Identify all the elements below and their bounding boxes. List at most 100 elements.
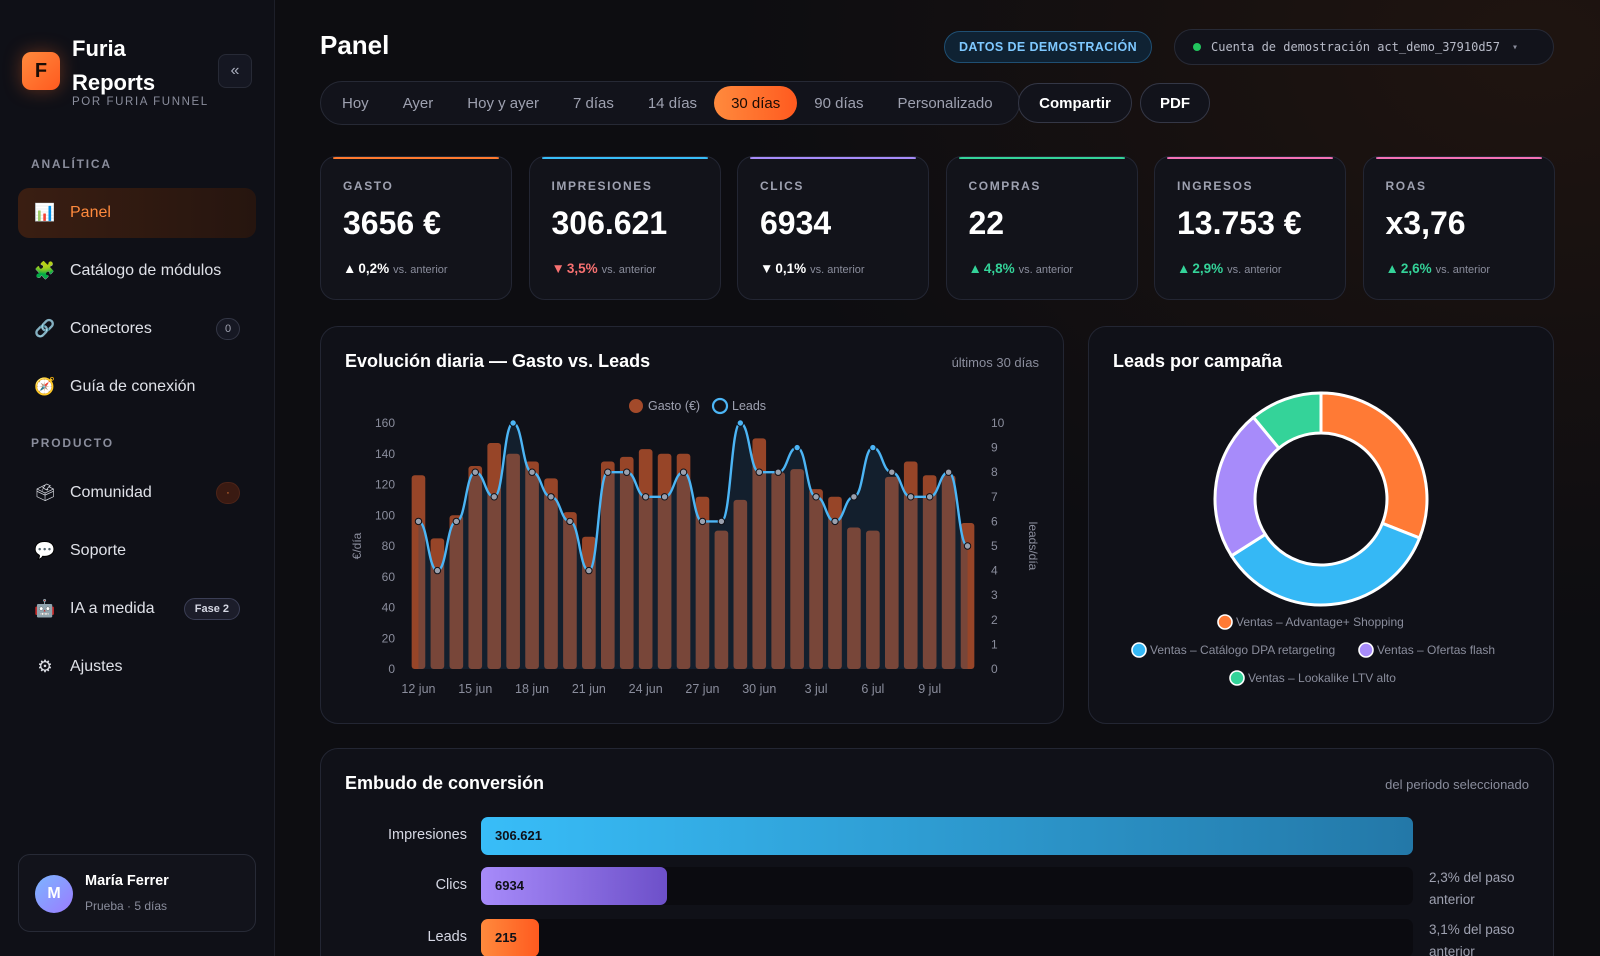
leads-point[interactable] [869,443,877,452]
sidebar-item-conectores[interactable]: 🔗 Conectores 0 [18,304,256,354]
spend-bar[interactable] [960,522,975,669]
spend-bar[interactable] [752,438,767,669]
leads-point[interactable] [755,468,763,476]
donut-slice[interactable] [1319,391,1429,540]
range-tab-0[interactable]: Hoy [342,94,369,112]
spend-bar[interactable] [714,530,729,669]
y-axis-label: €/día [350,532,364,559]
spend-bar[interactable] [866,530,880,669]
sidebar-item-catalogo-de-modulos[interactable]: 🧩 Catálogo de módulos [18,246,256,296]
demo-data-badge: DATOS DE DEMOSTRACIÓN [944,31,1153,63]
spend-bar[interactable] [525,461,539,669]
sidebar-item-guia-de-conexion[interactable]: 🧭 Guía de conexión [18,362,256,412]
donut-slice[interactable] [1229,521,1422,607]
sidebar-item-label: Soporte [70,542,127,559]
leads-point[interactable] [641,493,650,501]
sidebar-item-label: Comunidad [70,484,152,501]
sidebar-item-comunidad[interactable]: 🗳 Comunidad · [18,468,256,518]
leads-point[interactable] [698,517,707,526]
leads-point[interactable] [736,419,745,427]
range-tab-1[interactable]: Ayer [402,94,434,112]
sidebar-item-soporte[interactable]: 💬 Soporte [18,526,256,576]
range-tab-2[interactable]: Hoy y ayer [467,94,539,112]
collapse-sidebar-button[interactable]: « [218,54,252,88]
leads-point[interactable] [907,493,915,501]
spend-bar[interactable] [619,456,634,669]
leads-point[interactable] [471,468,479,476]
spend-bar[interactable] [563,512,577,669]
leads-point[interactable] [774,468,782,476]
leads-point[interactable] [660,493,669,501]
leads-point[interactable] [963,542,972,550]
brand[interactable]: F Furia Reports POR FURIA FUNNEL [22,30,262,110]
leads-point[interactable] [679,468,688,476]
range-tab-3[interactable]: 7 días [572,94,614,112]
leads-point[interactable] [490,493,498,501]
sidebar: F Furia Reports POR FURIA FUNNEL « ANALÍ… [0,0,275,956]
legend-label: Ventas – Catálogo DPA retargeting [1150,643,1335,657]
user-plan: Prueba · 5 días [85,899,168,913]
user-card[interactable]: M María Ferrer Prueba · 5 días [18,854,256,932]
leads-point[interactable] [793,443,801,452]
pdf-button[interactable]: PDF [1140,83,1210,123]
leads-point[interactable] [623,468,631,476]
spend-bar[interactable] [657,453,672,669]
spend-bar[interactable] [638,449,653,669]
donut-legend-item[interactable]: Ventas – Catálogo DPA retargeting [1131,642,1335,658]
range-tab-6[interactable]: 90 días [814,94,864,112]
spend-bar[interactable] [544,478,558,669]
funnel-note: del periodo seleccionado [1385,777,1529,792]
leads-point[interactable] [585,566,593,575]
nav-section-product: PRODUCTO [31,436,114,450]
sidebar-item-panel[interactable]: 📊 Panel [18,188,256,238]
leads-point[interactable] [850,493,858,501]
spend-bar[interactable] [828,496,842,669]
range-tab-7[interactable]: Personalizado [897,94,993,112]
kpi-change-caption: vs. anterior [393,264,448,276]
donut-legend-item[interactable]: Ventas – Lookalike LTV alto [1229,670,1396,686]
sidebar-item-ajustes[interactable]: ⚙ Ajustes [18,642,256,692]
spend-bar[interactable] [487,442,502,669]
leads-point[interactable] [414,517,423,526]
leads-point[interactable] [433,566,442,575]
leads-point[interactable] [925,493,934,501]
leads-point[interactable] [944,468,953,476]
spend-bar[interactable] [903,461,918,669]
donut-legend-item[interactable]: Ventas – Advantage+ Shopping [1217,614,1404,630]
spend-bar[interactable] [468,466,483,669]
share-button[interactable]: Compartir [1018,83,1132,123]
leads-point[interactable] [566,517,574,526]
spend-bar[interactable] [809,489,823,669]
leads-point[interactable] [509,419,517,427]
spend-bar[interactable] [922,475,937,669]
leads-point[interactable] [831,517,839,526]
account-selector[interactable]: Cuenta de demostración act_demo_37910d57… [1174,29,1554,65]
sidebar-item-ia-a-medida[interactable]: 🤖 IA a medida Fase 2 [18,584,256,634]
leads-point[interactable] [812,493,820,501]
funnel-value: 215 [495,930,517,945]
leads-point[interactable] [547,493,555,501]
range-tab-4[interactable]: 14 días [647,94,698,112]
leads-point[interactable] [528,468,536,476]
range-tab-5[interactable]: 30 días [714,86,798,120]
spend-bar[interactable] [771,472,786,669]
donut-legend-item[interactable]: Ventas – Ofertas flash [1358,642,1495,658]
spend-bar[interactable] [884,476,899,669]
spend-bar[interactable] [941,475,956,669]
spend-bar[interactable] [847,527,861,669]
leads-point[interactable] [717,517,726,526]
donut-slice[interactable] [1251,391,1323,451]
leads-point[interactable] [888,468,896,476]
leads-point[interactable] [604,468,612,476]
y-tick-label: 60 [382,570,396,584]
spend-bar[interactable] [600,461,615,669]
spend-bar[interactable] [733,499,748,669]
spend-bar[interactable] [449,515,464,669]
spend-bar[interactable] [676,453,691,669]
spend-bar[interactable] [695,496,710,669]
leads-point[interactable] [452,517,461,526]
spend-bar[interactable] [506,453,520,669]
kpi-value: 306.621 [551,205,668,241]
spend-bar[interactable] [790,469,804,669]
triangle-down-icon: ▼ [760,261,774,276]
